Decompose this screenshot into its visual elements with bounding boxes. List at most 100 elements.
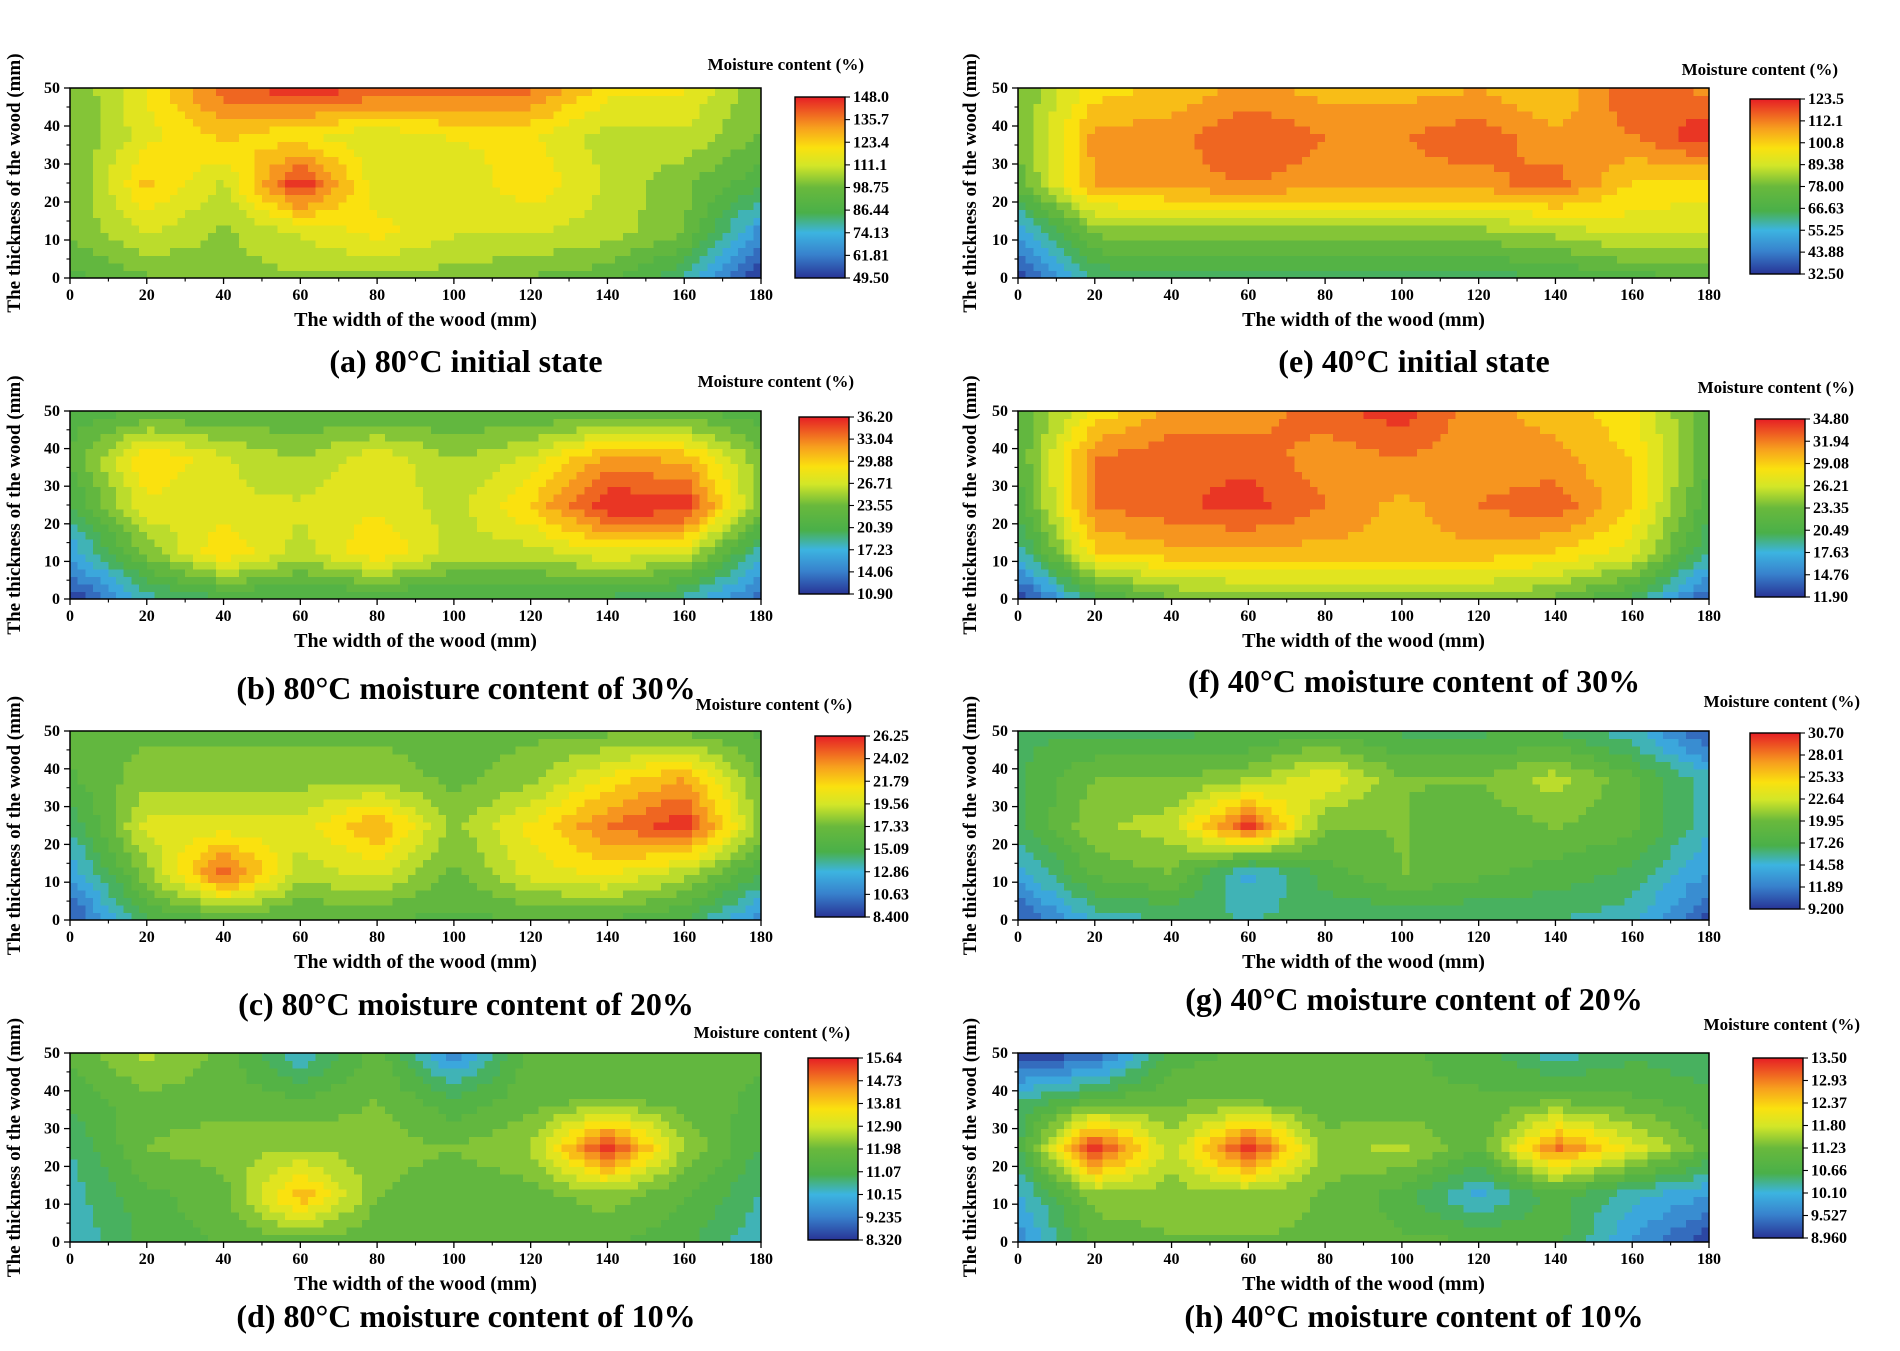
heatmap-cell bbox=[377, 583, 386, 593]
heatmap-cell bbox=[622, 255, 632, 264]
heatmap-cell bbox=[453, 232, 463, 241]
heatmap-cell bbox=[661, 493, 670, 502]
heatmap-cell bbox=[223, 118, 232, 127]
heatmap-cell bbox=[661, 126, 670, 135]
heatmap-cell bbox=[476, 133, 486, 142]
heatmap-cell bbox=[146, 821, 156, 830]
heatmap-cell bbox=[423, 523, 432, 532]
heatmap-cell bbox=[699, 255, 708, 264]
heatmap-cell bbox=[461, 126, 470, 135]
heatmap-cell bbox=[323, 471, 332, 480]
x-tick-label: 120 bbox=[519, 608, 543, 625]
heatmap-cell bbox=[691, 148, 701, 157]
heatmap-cell bbox=[177, 95, 186, 104]
heatmap-cell bbox=[745, 141, 754, 150]
y-tick-label: 0 bbox=[52, 270, 60, 287]
heatmap-cell bbox=[215, 247, 225, 256]
heatmap-cell bbox=[108, 217, 117, 226]
heatmap-cell bbox=[492, 576, 501, 585]
heatmap-cell bbox=[392, 179, 401, 188]
heatmap-cell bbox=[100, 171, 109, 180]
heatmap-cell bbox=[714, 262, 724, 271]
heatmap-cell bbox=[116, 186, 125, 195]
heatmap-cell bbox=[553, 433, 562, 442]
heatmap-cell bbox=[446, 463, 455, 472]
heatmap-cell bbox=[522, 508, 532, 517]
heatmap-cell bbox=[645, 433, 655, 442]
heatmap-cell bbox=[192, 202, 202, 211]
heatmap-cell bbox=[392, 553, 401, 562]
heatmap-cell bbox=[116, 851, 125, 861]
heatmap-cell bbox=[123, 148, 133, 157]
heatmap-cell bbox=[162, 508, 171, 517]
heatmap-cell bbox=[584, 523, 593, 532]
heatmap-cell bbox=[93, 471, 102, 480]
heatmap-cell bbox=[630, 456, 639, 465]
heatmap-cell bbox=[277, 516, 286, 525]
heatmap-cell bbox=[154, 508, 163, 517]
heatmap-cell bbox=[492, 523, 501, 532]
heatmap-cell bbox=[139, 110, 148, 119]
heatmap-cell bbox=[576, 418, 586, 427]
heatmap-cell bbox=[162, 433, 171, 442]
heatmap-cell bbox=[123, 186, 133, 195]
heatmap-cell bbox=[392, 448, 401, 457]
heatmap-cell bbox=[499, 95, 509, 104]
heatmap-cell bbox=[407, 118, 417, 127]
heatmap-cell bbox=[714, 217, 724, 226]
heatmap-cell bbox=[615, 255, 624, 264]
heatmap-cell bbox=[123, 126, 133, 135]
heatmap-cell bbox=[308, 516, 317, 525]
heatmap-cell bbox=[599, 209, 609, 218]
heatmap-cell bbox=[338, 576, 347, 585]
heatmap-cell bbox=[123, 889, 133, 898]
heatmap-cell bbox=[185, 255, 194, 264]
heatmap-cell bbox=[185, 247, 194, 256]
heatmap-cell bbox=[515, 471, 524, 480]
heatmap-cell bbox=[753, 448, 762, 457]
heatmap-cell bbox=[645, 186, 655, 195]
heatmap-cell bbox=[93, 179, 102, 188]
heatmap-cell bbox=[70, 746, 79, 755]
heatmap-cell bbox=[415, 553, 424, 562]
heatmap-cell bbox=[484, 118, 493, 127]
heatmap-cell bbox=[592, 591, 601, 600]
heatmap-cell bbox=[162, 889, 171, 898]
heatmap-cell bbox=[576, 148, 586, 157]
heatmap-cell bbox=[292, 418, 301, 427]
heatmap-cell bbox=[85, 493, 94, 502]
heatmap-cell bbox=[400, 493, 409, 502]
heatmap-cell bbox=[722, 232, 731, 241]
heatmap-cell bbox=[292, 255, 301, 264]
heatmap-cell bbox=[139, 164, 148, 173]
heatmap-cell bbox=[546, 478, 555, 487]
heatmap-cell bbox=[169, 583, 179, 593]
heatmap-cell bbox=[569, 270, 578, 279]
heatmap-cell bbox=[507, 240, 516, 249]
heatmap-cell bbox=[622, 110, 632, 119]
heatmap-cell bbox=[162, 836, 171, 845]
heatmap-cell bbox=[438, 426, 447, 435]
heatmap-cell bbox=[400, 224, 409, 233]
heatmap-cell bbox=[77, 232, 86, 241]
heatmap-cell bbox=[354, 538, 363, 547]
heatmap-cell bbox=[684, 232, 693, 241]
heatmap-cell bbox=[246, 561, 255, 570]
heatmap-cell bbox=[169, 224, 179, 233]
heatmap-cell bbox=[238, 441, 248, 450]
heatmap-cell bbox=[185, 576, 194, 585]
heatmap-cell bbox=[354, 217, 363, 226]
heatmap-cell bbox=[131, 882, 140, 891]
heatmap-cell bbox=[384, 568, 394, 578]
heatmap-cell bbox=[169, 768, 179, 777]
heatmap-cell bbox=[131, 126, 140, 135]
heatmap-cell bbox=[377, 270, 386, 279]
heatmap-cell bbox=[123, 240, 133, 249]
heatmap-cell bbox=[730, 110, 739, 119]
heatmap-cell bbox=[438, 217, 447, 226]
heatmap-cell bbox=[100, 240, 109, 249]
heatmap-cell bbox=[453, 508, 463, 517]
heatmap-cell bbox=[308, 553, 317, 562]
heatmap-cell bbox=[691, 448, 701, 457]
heatmap-cell bbox=[123, 141, 133, 150]
